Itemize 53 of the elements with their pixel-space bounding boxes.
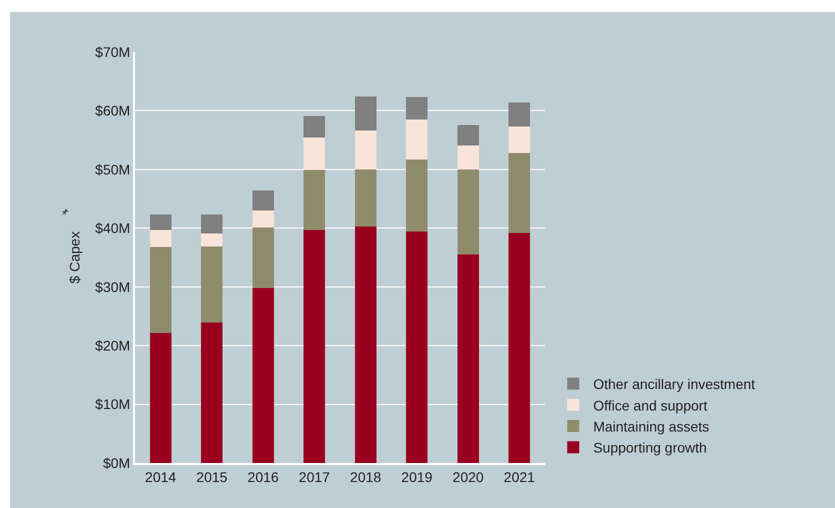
bar xyxy=(354,96,376,131)
bar xyxy=(354,169,376,226)
legend-label: Office and support xyxy=(593,397,708,414)
bar xyxy=(252,210,274,228)
x-tick-label: 2021 xyxy=(504,468,536,485)
y-tick-label: $40M xyxy=(95,220,130,236)
bar xyxy=(406,97,428,120)
bar xyxy=(508,232,530,463)
legend-label: Maintaining assets xyxy=(593,418,710,434)
bar xyxy=(150,230,172,247)
x-tick-label: 2015 xyxy=(196,468,228,485)
x-tick-label: 2020 xyxy=(452,468,484,485)
bar xyxy=(150,246,172,334)
x-tick-label: 2017 xyxy=(298,468,330,485)
bar xyxy=(457,124,479,146)
bar xyxy=(150,214,172,230)
bar xyxy=(252,288,274,463)
y-tick-label: $50M xyxy=(95,161,130,178)
x-tick-label: 2014 xyxy=(145,468,176,485)
bar xyxy=(354,226,376,463)
bar xyxy=(354,130,376,170)
bar xyxy=(406,120,428,160)
bar xyxy=(457,145,479,170)
bar xyxy=(457,254,479,463)
legend-label: Other ancillary investment xyxy=(593,376,756,392)
bar xyxy=(508,126,530,153)
bar xyxy=(304,230,326,463)
bar xyxy=(406,159,428,232)
bar xyxy=(304,170,326,230)
bar xyxy=(252,190,274,211)
y-tick-label: $10M xyxy=(95,396,130,412)
legend-label: Supporting growth xyxy=(593,440,707,456)
bar xyxy=(201,214,223,234)
y-tick-label: $60M xyxy=(95,102,130,119)
bar xyxy=(150,333,172,463)
bar xyxy=(304,138,326,170)
y-tick-label: $30M xyxy=(95,278,130,295)
bar xyxy=(201,233,223,246)
bar xyxy=(508,152,530,233)
bar xyxy=(457,169,479,255)
y-tick-label: $70M xyxy=(95,44,130,60)
y-axis-title: $ Capex xyxy=(66,231,82,284)
x-tick-label: 2019 xyxy=(401,468,433,485)
y-tick-label: $20M xyxy=(95,337,130,354)
bar xyxy=(201,322,223,463)
y-tick-label: $0M xyxy=(102,454,130,471)
bar xyxy=(252,228,274,288)
bar xyxy=(304,116,326,138)
bar xyxy=(201,246,223,323)
bar xyxy=(508,102,530,127)
x-tick-label: 2018 xyxy=(350,468,382,485)
bar xyxy=(406,232,428,463)
x-tick-label: 2016 xyxy=(248,468,279,485)
